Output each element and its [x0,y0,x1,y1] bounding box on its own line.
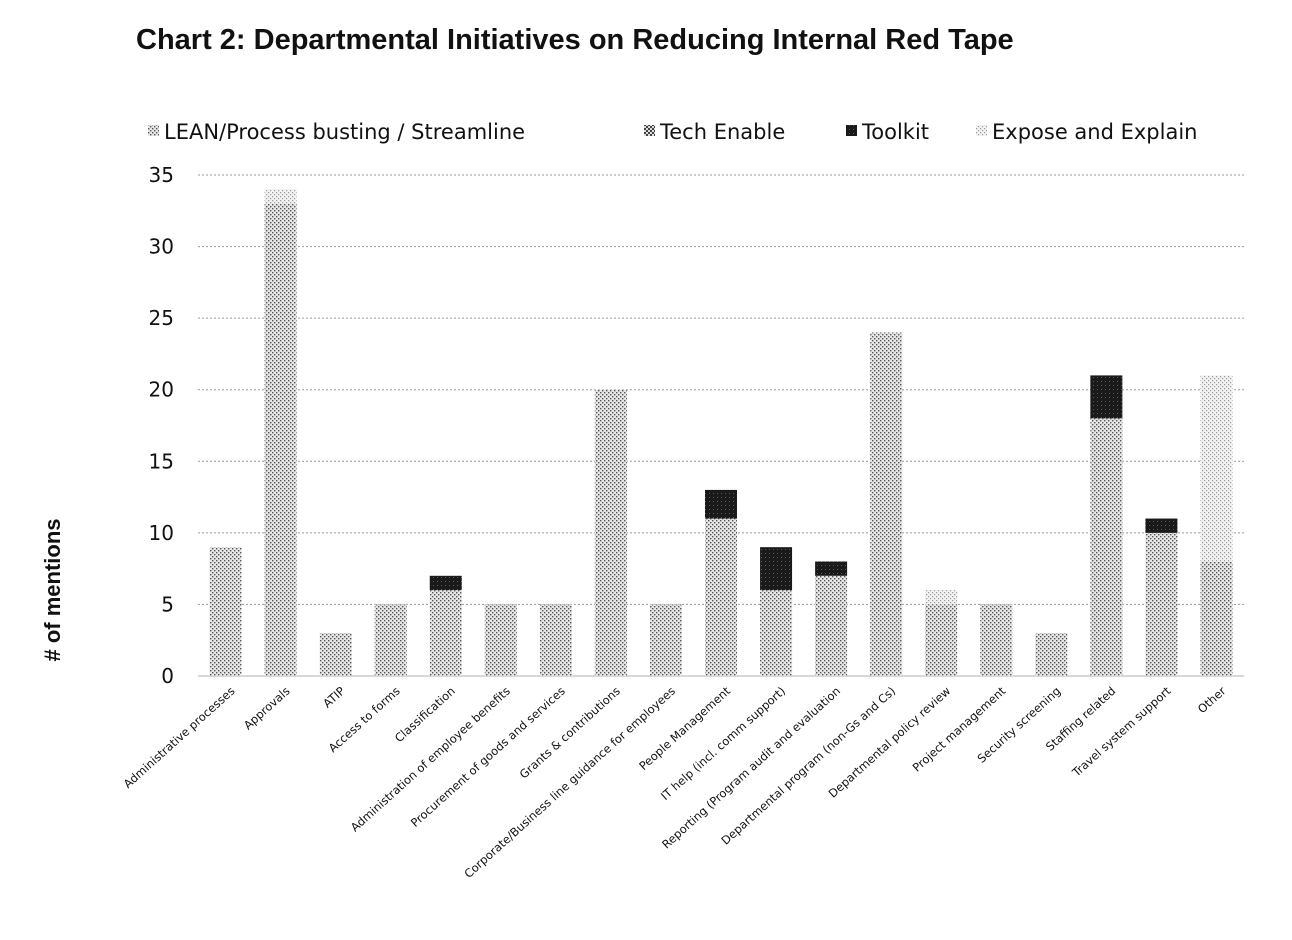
x-tick-label: Other [1195,684,1229,716]
legend-label: LEAN/Process busting / Streamline [164,120,525,144]
legend: LEAN/Process busting / Streamline Tech En… [148,120,1197,144]
bar-lean-process-busting-streamline-atip [319,633,352,676]
bar-expose-and-explain-departmental-policy-review [925,590,958,605]
y-tick-label: 10 [149,521,174,545]
x-axis-labels: Administrative processes Approvals ATIPAcc… [121,684,1229,881]
bar-lean-process-busting-streamline-security-screening [1035,633,1068,676]
bar-lean-process-busting-streamline-administration-of-employee-benefits [484,604,517,676]
bar-lean-process-busting-streamline-approvals [264,203,297,676]
bar-lean-process-busting-streamline-people-management [705,518,737,676]
bar-toolkit-staffing-related [1090,375,1123,419]
y-tick-label: 25 [149,306,174,330]
x-tick-label: Approvals [241,684,293,733]
bar-expose-and-explain-other [1200,375,1233,562]
legend-label: Expose and Explain [992,120,1197,144]
bar-lean-process-busting-streamline-administrative-processes [209,547,242,676]
bar-expose-and-explain-approvals [264,189,297,204]
x-tick-label: Grants & contributions [517,684,623,782]
y-tick-label: 30 [149,235,174,259]
x-tick-label: Project management [910,684,1009,775]
legend-swatch [644,125,655,136]
bar-lean-process-busting-streamline-procurement-of-goods-and-services [539,604,572,676]
legend-swatch [846,125,857,136]
bar-toolkit-reporting-program-audit-and-evaluation [815,561,848,576]
chart-title: Chart 2: Departmental Initiatives on Red… [136,24,1014,56]
bar-lean-process-busting-streamline-grants-contributions [594,389,627,676]
bars [209,189,1233,676]
bar-lean-process-busting-streamline-project-management [980,604,1013,676]
y-axis-title: # of mentions [40,518,65,661]
bar-lean-process-busting-streamline-corporate-business-line-guidance-for-employees [649,604,682,676]
y-tick-label: 20 [149,378,174,402]
x-tick-label: Corporate/Business line guidance for emp… [461,684,678,881]
legend-label: Toolkit [861,120,929,144]
bar-toolkit-people-management [705,489,737,519]
y-tick-label: 0 [161,664,174,688]
bar-toolkit-it-help-incl-comm-support [760,547,793,591]
x-tick-label: ATIP [320,684,347,711]
bar-lean-process-busting-streamline-travel-system-support [1145,532,1178,676]
bar-lean-process-busting-streamline-reporting-program-audit-and-evaluation [815,575,848,676]
x-tick-label: Administrative processes [121,684,238,791]
x-tick-label: Travel system support [1069,684,1174,781]
y-tick-label: 15 [149,449,174,473]
bar-toolkit-travel-system-support [1145,518,1178,533]
legend-label: Tech Enable [659,120,785,144]
bar-lean-process-busting-streamline-access-to-forms [374,604,407,676]
bar-toolkit-classification [429,575,462,591]
legend-swatch [148,125,159,136]
bar-lean-process-busting-streamline-departmental-policy-review [925,604,958,676]
y-axis-ticks: 0 5 10 15 20 25 30 35 [149,163,174,688]
bar-lean-process-busting-streamline-it-help-incl-comm-support [760,590,793,676]
bar-lean-process-busting-streamline-other [1200,561,1233,676]
bar-lean-process-busting-streamline-departmental-program-non-gs-and-cs [870,332,903,676]
y-tick-label: 5 [161,592,174,616]
bar-lean-process-busting-streamline-staffing-related [1090,418,1123,676]
y-tick-label: 35 [149,163,174,187]
bar-lean-process-busting-streamline-classification [429,590,462,676]
legend-swatch [976,125,987,136]
x-tick-label: People Management [636,684,733,773]
